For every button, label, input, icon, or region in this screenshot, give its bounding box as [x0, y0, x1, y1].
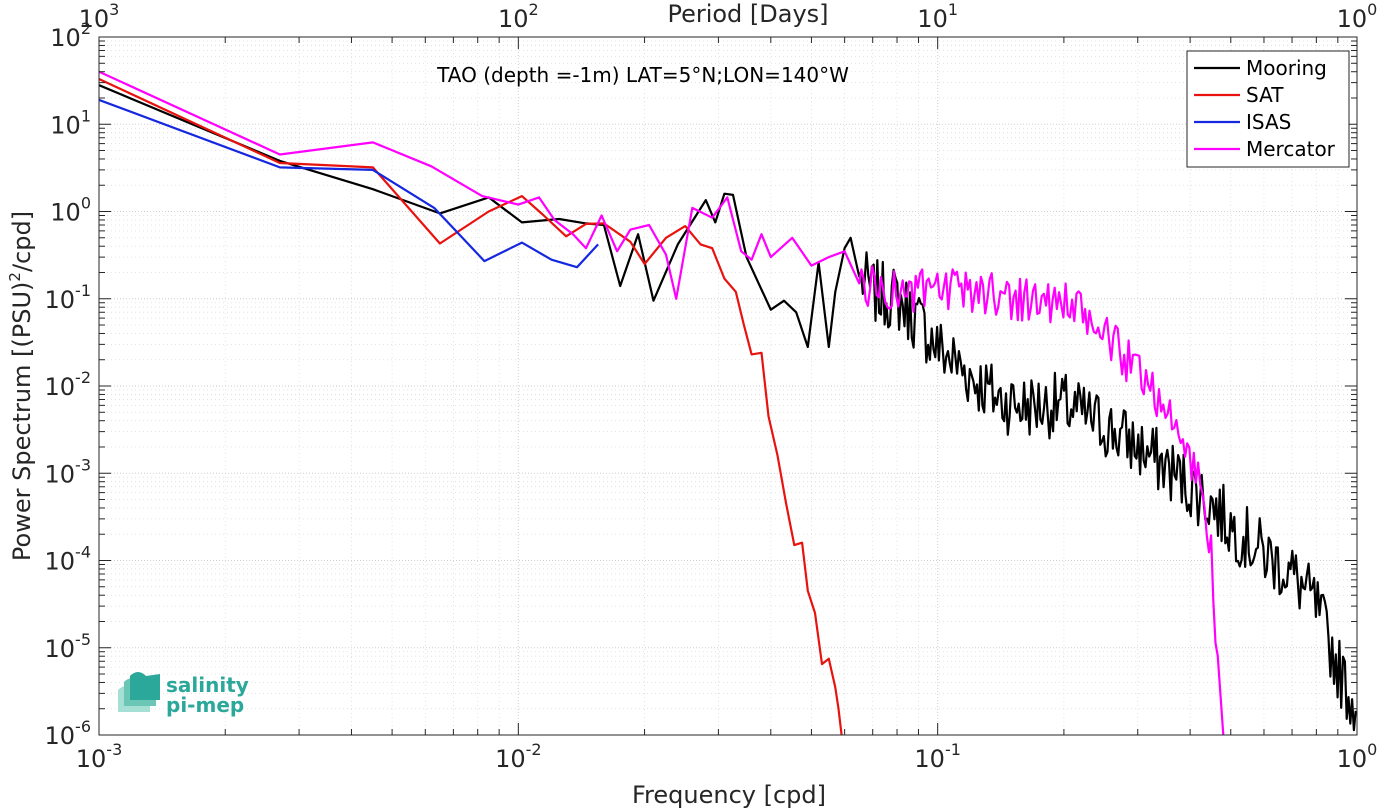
series-line-mooring: [99, 84, 1357, 732]
y-tick-label: 10-3: [45, 455, 92, 488]
top-tick-label: 103: [79, 0, 120, 33]
chart-title: TAO (depth =-1m) LAT=5°N;LON=140°W: [436, 63, 849, 87]
y-tick-label: 10-4: [45, 543, 92, 576]
logo-line1: salinity: [166, 673, 249, 697]
series-line-sat: [99, 78, 843, 735]
top-tick-label: 100: [1337, 0, 1378, 33]
y-axis-label: Power Spectrum [(PSU)2/cpd]: [6, 211, 36, 561]
legend-label-sat: SAT: [1246, 83, 1284, 107]
y-tick-label: 10-6: [45, 717, 92, 750]
y-tick-label: 10-2: [45, 368, 92, 401]
legend: Mooring SAT ISAS Mercator: [1186, 50, 1350, 168]
x-tick-label: 10-1: [914, 740, 961, 773]
y-tick-label: 10-5: [45, 630, 92, 663]
legend-label-isas: ISAS: [1246, 110, 1291, 134]
x-axis-label: Frequency [cpd]: [632, 781, 826, 809]
logo-line2: pi-mep: [166, 693, 244, 717]
series-line-mercator: [99, 70, 1225, 735]
y-tick-label: 101: [50, 106, 91, 139]
x-tick-label: 10-3: [76, 740, 123, 773]
y-tick-label: 100: [50, 194, 91, 227]
top-tick-label: 101: [917, 0, 958, 33]
x-tick-label: 100: [1337, 740, 1378, 773]
legend-box: [1186, 50, 1350, 168]
salinity-pi-mep-logo: salinity pi-mep: [118, 672, 249, 717]
plot-area: [99, 37, 1357, 735]
top-tick-label: 102: [498, 0, 539, 33]
logo-waves-icon: [118, 672, 160, 712]
y-tick-label: 102: [50, 19, 91, 52]
top-axis-label: Period [Days]: [667, 0, 828, 28]
legend-label-mercator: Mercator: [1246, 137, 1336, 161]
legend-label-mooring: Mooring: [1246, 56, 1327, 80]
x-tick-label: 10-2: [495, 740, 542, 773]
series-layer: [99, 70, 1357, 735]
series-line-isas: [99, 98, 599, 269]
y-tick-label: 10-1: [45, 281, 92, 314]
